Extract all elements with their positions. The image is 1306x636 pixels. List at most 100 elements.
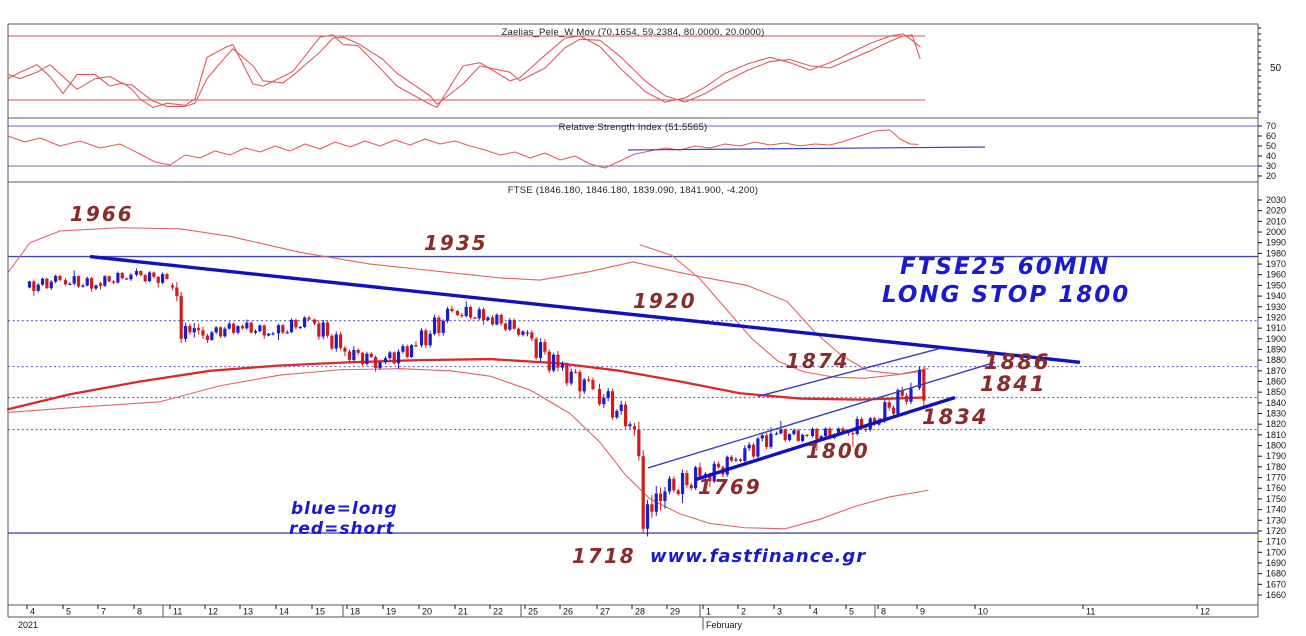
- candle: [120, 272, 124, 279]
- candle: [414, 345, 418, 347]
- date-label: 3: [777, 607, 782, 617]
- price-axis-label: 1830: [1266, 409, 1286, 419]
- candle: [63, 280, 68, 285]
- price-axis-label: 1890: [1266, 344, 1286, 354]
- candle: [312, 319, 317, 324]
- candle: [276, 325, 281, 334]
- candle: [891, 407, 896, 414]
- candle: [738, 459, 743, 461]
- candle: [823, 428, 828, 437]
- candle: [179, 296, 183, 339]
- candle: [419, 330, 424, 346]
- date-label: 4: [813, 607, 818, 617]
- stochastic-pane: [7, 33, 925, 109]
- rising-thin-a-trendline: [647, 361, 996, 469]
- candle: [680, 473, 685, 494]
- candle: [725, 456, 729, 475]
- candle: [437, 317, 441, 333]
- price-axis-label: 1850: [1266, 387, 1286, 397]
- candle: [769, 433, 773, 447]
- date-label: 29: [670, 607, 680, 617]
- candle: [321, 322, 325, 337]
- candle: [424, 330, 428, 346]
- candle: [730, 456, 734, 461]
- candle: [883, 402, 887, 422]
- candle: [330, 335, 334, 349]
- price-axis-label: 1710: [1266, 537, 1286, 547]
- date-label: 22: [493, 607, 503, 617]
- candle: [864, 428, 868, 431]
- candle: [170, 285, 175, 288]
- candle: [111, 281, 116, 283]
- candle: [900, 390, 904, 396]
- candle: [175, 287, 179, 297]
- candle: [271, 333, 275, 335]
- candle: [90, 278, 94, 289]
- candle: [628, 424, 632, 427]
- candle: [143, 275, 147, 282]
- date-label: 7: [101, 607, 106, 617]
- candle: [650, 504, 654, 512]
- date-label: 5: [66, 607, 71, 617]
- candle: [917, 369, 922, 388]
- candle: [129, 274, 133, 280]
- candle: [676, 490, 680, 494]
- price-axis-label: 1970: [1266, 259, 1286, 269]
- candle: [405, 346, 409, 357]
- price-axis-label: 1670: [1266, 579, 1286, 589]
- candle: [508, 320, 512, 330]
- candle: [227, 323, 231, 329]
- candle: [40, 278, 45, 285]
- candle: [245, 322, 249, 329]
- price-axis-label: 1930: [1266, 302, 1286, 312]
- candle: [253, 331, 258, 333]
- price-axis-label: 2000: [1266, 227, 1286, 237]
- price-pane: [6, 227, 1258, 537]
- candle: [543, 342, 547, 352]
- price-axis-label: 1680: [1266, 569, 1286, 579]
- price-axis-label: 2020: [1266, 206, 1286, 216]
- date-label: 11: [1086, 607, 1095, 617]
- price-axis-label: 1690: [1266, 558, 1286, 568]
- rsi-axis-label: 60: [1266, 131, 1276, 141]
- candle: [610, 391, 615, 418]
- month-label: February: [706, 620, 743, 630]
- candle: [582, 379, 586, 392]
- candle: [360, 352, 365, 365]
- candle: [85, 278, 89, 286]
- year-label: 2021: [18, 620, 38, 630]
- candle: [428, 333, 432, 346]
- price-axis-label: 1920: [1266, 312, 1286, 322]
- candle: [107, 276, 111, 282]
- candle: [258, 325, 262, 332]
- date-label: 10: [978, 607, 988, 617]
- bollinger-lower-line: [7, 368, 929, 530]
- candle: [188, 325, 192, 333]
- price-axis-label: 1980: [1266, 248, 1286, 258]
- date-label: 18: [350, 607, 360, 617]
- candle: [743, 448, 747, 461]
- date-label: 11: [173, 607, 182, 617]
- candle: [410, 345, 414, 357]
- date-label: 8: [137, 607, 142, 617]
- candle: [240, 325, 245, 329]
- candle: [262, 325, 266, 336]
- candle: [103, 276, 107, 286]
- candle: [450, 308, 454, 312]
- candle: [552, 354, 556, 371]
- candle: [547, 351, 551, 371]
- rsi-axis-label: 20: [1266, 171, 1276, 181]
- candle: [343, 347, 347, 352]
- price-axis-label: 1940: [1266, 291, 1286, 301]
- candle: [356, 349, 360, 353]
- candle: [556, 354, 560, 368]
- candle: [810, 428, 815, 436]
- stoch-fast-line: [7, 33, 921, 109]
- rsi-axis-label: 70: [1266, 121, 1276, 131]
- candle: [698, 467, 702, 477]
- candle: [905, 395, 909, 402]
- candle: [685, 473, 689, 486]
- candle: [517, 328, 521, 335]
- price-axis-label: 2030: [1266, 195, 1286, 205]
